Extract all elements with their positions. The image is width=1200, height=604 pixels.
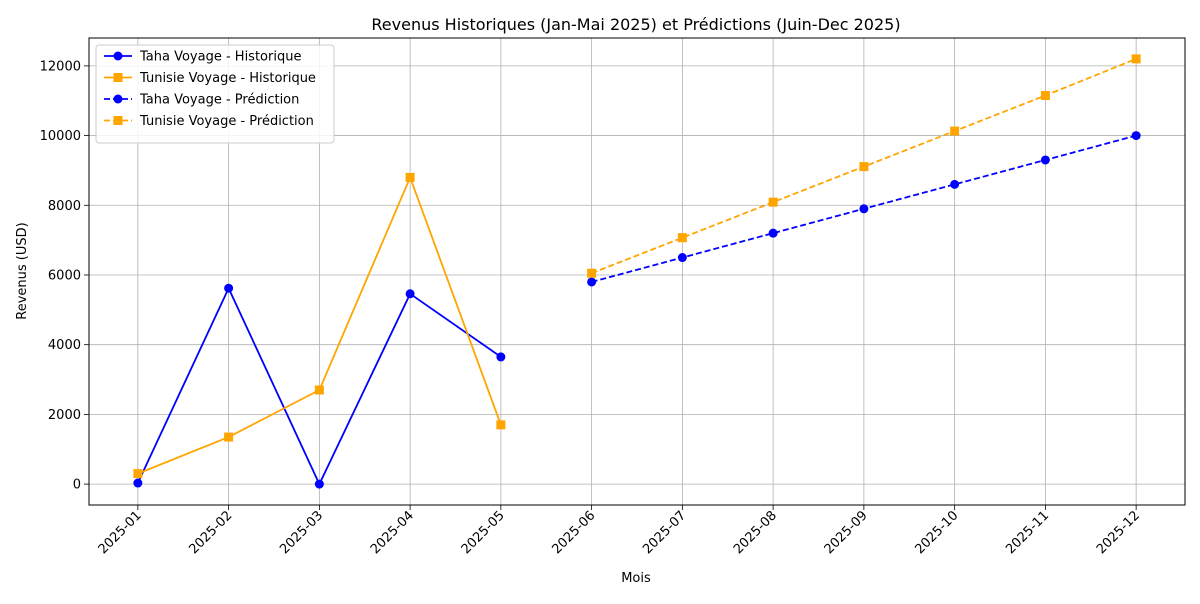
data-point — [587, 277, 597, 287]
data-point — [405, 289, 415, 299]
data-point — [587, 268, 597, 278]
data-point — [496, 352, 506, 362]
plot-frame — [88, 37, 1186, 506]
y-axis-label: Revenus (USD) — [15, 222, 30, 319]
legend-entry: Taha Voyage - Prédiction — [104, 93, 299, 108]
data-point — [859, 204, 869, 214]
data-point — [768, 197, 778, 207]
data-point — [768, 228, 778, 238]
series-1 — [133, 283, 506, 489]
data-point — [1040, 91, 1050, 101]
legend-box — [95, 44, 335, 144]
legend-marker — [113, 73, 123, 82]
y-tick-label: 0 — [73, 478, 81, 493]
data-point — [859, 162, 869, 172]
legend-marker — [113, 116, 123, 125]
legend-marker — [113, 94, 123, 104]
data-point — [133, 469, 143, 479]
series-3 — [587, 131, 1141, 287]
legend-label: Taha Voyage - Historique — [139, 50, 301, 65]
data-point — [677, 253, 687, 263]
series-4 — [587, 54, 1141, 278]
data-point — [1131, 54, 1141, 64]
data-point — [950, 126, 960, 136]
data-point — [224, 283, 234, 293]
y-tick-label: 6000 — [48, 268, 81, 283]
x-axis-label: Mois — [621, 571, 651, 586]
legend-entry: Tunisie Voyage - Historique — [104, 71, 316, 86]
y-tick-label: 4000 — [48, 338, 81, 353]
data-point — [133, 478, 143, 488]
chart-title: Revenus Historiques (Jan-Mai 2025) et Pr… — [371, 15, 900, 34]
data-point — [405, 172, 415, 182]
y-tick-label: 10000 — [40, 129, 81, 144]
series-group — [133, 54, 1141, 489]
y-tick-label: 2000 — [48, 408, 81, 423]
series-2 — [133, 172, 506, 479]
data-point — [314, 479, 324, 489]
legend-label: Tunisie Voyage - Prédiction — [139, 114, 314, 129]
data-point — [677, 233, 687, 243]
data-point — [314, 385, 324, 395]
y-tick-label: 12000 — [40, 59, 81, 74]
legend-entry: Tunisie Voyage - Prédiction — [104, 114, 314, 129]
legend-label: Tunisie Voyage - Historique — [139, 71, 316, 86]
data-point — [224, 432, 234, 442]
y-tick-label: 8000 — [48, 199, 81, 214]
legend-marker — [113, 51, 123, 61]
legend-entry: Taha Voyage - Historique — [104, 50, 301, 65]
data-point — [1040, 155, 1050, 165]
legend-label: Taha Voyage - Prédiction — [139, 93, 299, 108]
data-point — [950, 179, 960, 189]
data-point — [496, 420, 506, 430]
legend: Taha Voyage - Historique Tunisie Voyage -… — [95, 44, 335, 144]
data-point — [1131, 131, 1141, 141]
